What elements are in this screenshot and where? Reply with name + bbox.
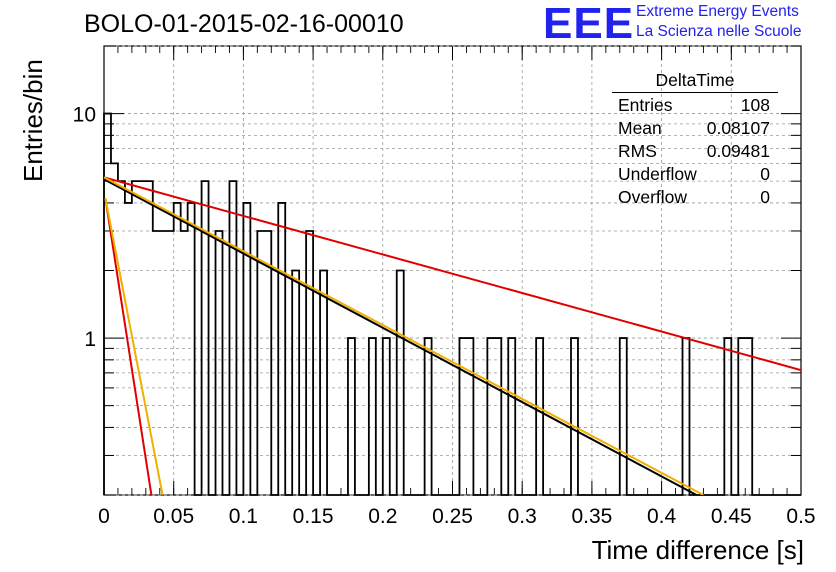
x-tick-label: 0.45: [711, 505, 752, 528]
stats-label: Entries: [618, 95, 673, 115]
stats-row-mean: Mean 0.08107: [612, 117, 778, 140]
stats-label: Overflow: [618, 187, 688, 207]
fit-curve-4: [104, 198, 153, 495]
stats-label: Mean: [618, 118, 662, 138]
x-tick-label: 0.5: [786, 505, 815, 528]
stats-value: 0: [760, 187, 770, 207]
fit-curve-1: [104, 176, 801, 372]
statistics-box: DeltaTime Entries 108 Mean 0.08107 RMS 0.09…: [612, 70, 778, 209]
stats-label: Underflow: [618, 164, 697, 184]
eee-logo-mark: EEE: [543, 0, 635, 48]
stats-label: RMS: [618, 141, 657, 161]
x-tick-label: 0: [98, 505, 110, 528]
stats-value: 0.09481: [706, 141, 770, 161]
x-tick-label: 0.15: [293, 505, 334, 528]
y-tick-label: 1: [84, 328, 96, 351]
y-axis-label: Entries/bin: [18, 59, 48, 182]
stats-row-entries: Entries 108: [612, 94, 778, 117]
stats-row-rms: RMS 0.09481: [612, 140, 778, 163]
x-tick-label: 0.35: [571, 505, 612, 528]
y-tick-label: 10: [73, 104, 96, 127]
stats-title: DeltaTime: [612, 70, 778, 93]
stats-row-underflow: Underflow 0: [612, 163, 778, 186]
x-tick-label: 0.4: [647, 505, 677, 528]
x-axis-label: Time difference [s]: [591, 535, 804, 565]
stats-row-overflow: Overflow 0: [612, 186, 778, 209]
chart-title: BOLO-01-2015-02-16-00010: [84, 10, 404, 38]
fit-curve-3: [104, 176, 704, 495]
fit-curve-2: [104, 178, 697, 495]
histogram-bins: [103, 112, 801, 496]
fit-curve-5: [104, 197, 164, 495]
x-tick-label: 0.1: [229, 505, 258, 528]
x-tick-label: 0.05: [153, 505, 194, 528]
stats-value: 0: [760, 164, 770, 184]
x-tick-label: 0.2: [368, 505, 397, 528]
x-tick-label: 0.25: [432, 505, 473, 528]
logo-text-line1: Extreme Energy Events: [636, 3, 799, 20]
logo-text-line2: La Scienza nelle Scuole: [636, 23, 802, 40]
x-tick-label: 0.3: [508, 505, 537, 528]
stats-value: 0.08107: [706, 118, 770, 138]
stats-value: 108: [740, 95, 770, 115]
